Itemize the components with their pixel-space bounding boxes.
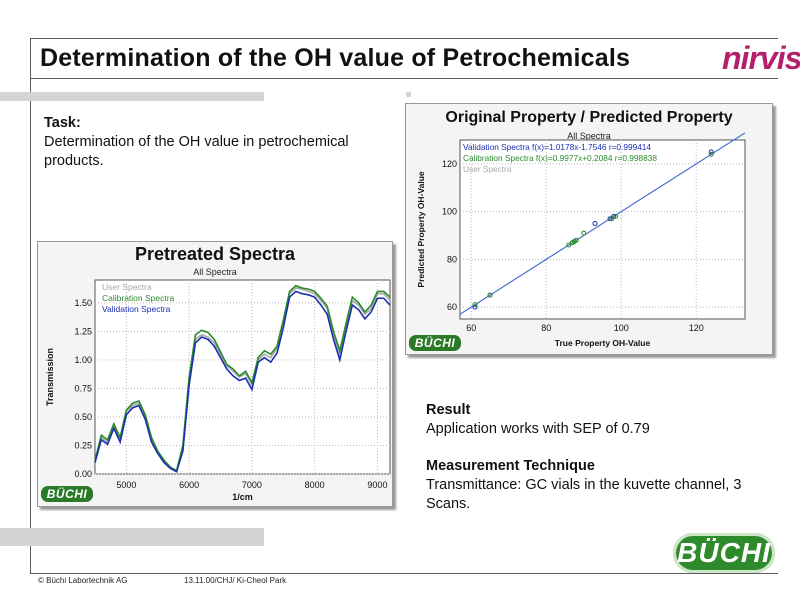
prediction-chart: 60 80 100 120 60 80 100 120 True Property OH-Val…	[416, 132, 746, 348]
series-line-3	[94, 290, 391, 473]
spectra-chart: 5000 6000 7000 8000 9000 0.00 0.25 0.50 0.75 1.00…	[45, 279, 391, 502]
buchi-logo-small: BÜCHI	[41, 486, 93, 502]
x-tick-label: 7000	[242, 480, 262, 490]
legend-entry-2: Calibration Spectra	[102, 293, 175, 303]
buchi-logo-small-2: BÜCHI	[409, 335, 461, 351]
scatter-point	[613, 213, 619, 219]
spectra-chart-panel: Pretreated Spectra All Spectra 5000 6000 7…	[37, 241, 393, 507]
result-section: Result Application works with SEP of 0.7…	[426, 401, 766, 514]
title-underline	[30, 78, 778, 79]
scatter-point	[581, 230, 587, 236]
spectra-chart-title: Pretreated Spectra	[134, 244, 296, 264]
technique-heading: Measurement Technique	[426, 458, 595, 474]
x-axis-label: 1/cm	[232, 492, 253, 502]
x-axis-label: True Property OH-Value	[555, 338, 651, 348]
scatter-point	[708, 151, 714, 157]
page-title: Determination of the OH value of Petroch…	[40, 44, 631, 72]
y-tick-label: 0.50	[74, 412, 92, 422]
spectra-chart-subtitle: All Spectra	[193, 267, 237, 277]
y-tick-label: 0.00	[74, 469, 92, 479]
scatter-point	[609, 216, 615, 222]
buchi-logo: BÜCHI	[673, 533, 775, 573]
scatter-point	[573, 237, 579, 243]
y-tick-label: 80	[447, 254, 457, 264]
footer-line	[30, 573, 778, 574]
scatter-point	[607, 216, 613, 222]
scatter-point	[472, 302, 478, 308]
task-text: Determination of the OH value in petroch…	[44, 134, 349, 169]
grey-bar-bottom	[0, 528, 264, 546]
legend-entry-3: Validation Spectra	[102, 304, 171, 314]
grey-bar-top	[0, 92, 264, 101]
x-tick-label: 5000	[116, 480, 136, 490]
plot-area	[94, 279, 391, 475]
result-text: Application works with SEP of 0.79	[426, 421, 650, 437]
scatter-point	[487, 292, 493, 298]
grey-dot	[406, 92, 411, 97]
legend-entry-3: User Spectra	[463, 164, 512, 174]
y-tick-label: 0.75	[74, 383, 92, 393]
x-tick-label: 120	[689, 323, 704, 333]
legend-entry-2: Calibration Spectra f(x)=0.9977x+0.2084 …	[463, 153, 657, 163]
top-border	[30, 38, 778, 39]
fit-line	[459, 132, 746, 315]
x-tick-label: 100	[614, 323, 629, 333]
x-tick-label: 8000	[305, 480, 325, 490]
x-tick-label: 80	[541, 323, 551, 333]
legend-entry-1: User Spectra	[102, 282, 152, 292]
series-line-2	[94, 284, 391, 472]
y-tick-label: 100	[442, 207, 457, 217]
y-axis-label: Transmission	[45, 348, 55, 406]
footer-copyright: © Büchi Labortechnik AG	[38, 576, 128, 585]
y-axis-label: Predicted Property OH-Value	[416, 171, 426, 287]
result-heading: Result	[426, 402, 471, 418]
prediction-chart-title: Original Property / Predicted Property	[445, 109, 733, 126]
left-border	[30, 38, 31, 574]
scatter-point	[566, 242, 572, 248]
footer-ref: 13.11.00/CHJ/ Ki-Cheol Park	[184, 576, 287, 585]
y-tick-label: 1.00	[74, 355, 92, 365]
task-section: Task: Determination of the OH value in p…	[44, 114, 394, 171]
x-tick-label: 9000	[367, 480, 387, 490]
scatter-point	[592, 221, 598, 227]
y-tick-label: 120	[442, 159, 457, 169]
prediction-chart-subtitle: All Spectra	[567, 131, 611, 141]
legend-entry-1: Validation Spectra f(x)=1.0178x-1.7546 r…	[463, 142, 651, 152]
x-tick-label: 60	[466, 323, 476, 333]
y-tick-label: 1.50	[74, 298, 92, 308]
prediction-chart-panel: Original Property / Predicted Property A…	[405, 103, 773, 355]
x-tick-label: 6000	[179, 480, 199, 490]
y-tick-label: 0.25	[74, 440, 92, 450]
y-tick-label: 1.25	[74, 326, 92, 336]
technique-text: Transmittance: GC vials in the kuvette c…	[426, 477, 742, 512]
scatter-point	[708, 149, 714, 155]
task-heading: Task:	[44, 115, 81, 131]
nirvis-logo: nirvis	[722, 40, 800, 76]
plot-area	[459, 139, 746, 320]
scatter-point	[472, 304, 478, 310]
y-tick-label: 60	[447, 302, 457, 312]
